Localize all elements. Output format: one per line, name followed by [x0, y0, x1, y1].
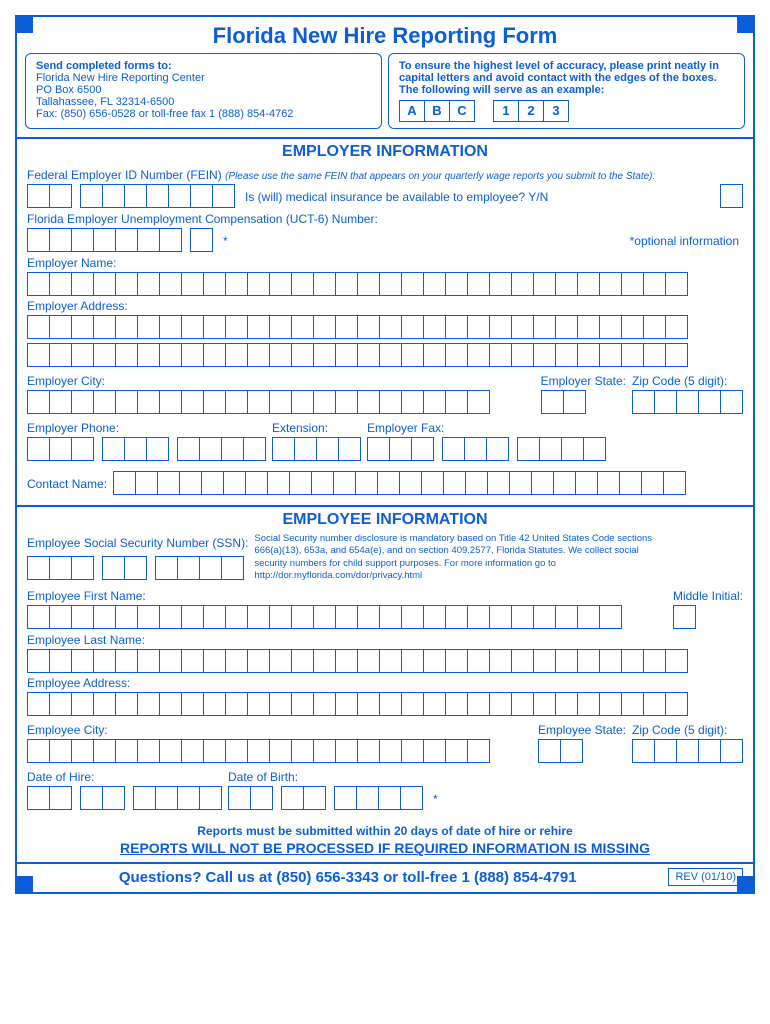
employer-address-label: Employer Address:	[27, 299, 743, 313]
form-page: Florida New Hire Reporting Form Send com…	[15, 15, 755, 894]
last-name-label: Employee Last Name:	[27, 633, 743, 647]
medical-yn-input[interactable]	[720, 184, 743, 208]
employer-state-label: Employer State:	[541, 374, 626, 388]
asterisk: *	[429, 792, 442, 810]
employer-section: EMPLOYER INFORMATION Federal Employer ID…	[17, 137, 753, 505]
extension-input[interactable]	[272, 437, 361, 461]
missing-info-warning: REPORTS WILL NOT BE PROCESSED IF REQUIRE…	[17, 838, 753, 862]
employer-zip-label: Zip Code (5 digit):	[632, 374, 743, 388]
fein-input[interactable]	[27, 184, 235, 208]
fein-note: (Please use the same FEIN that appears o…	[225, 171, 655, 182]
header-row: Send completed forms to: Florida New Hir…	[17, 53, 753, 137]
middle-initial-input[interactable]	[673, 605, 743, 629]
last-name-input[interactable]	[27, 649, 743, 673]
employer-address-input-2[interactable]	[27, 343, 743, 367]
footer-bar: Questions? Call us at (850) 656-3343 or …	[17, 862, 753, 892]
contact-name-input[interactable]	[113, 471, 686, 495]
example-cell: C	[449, 100, 475, 122]
employee-address-input[interactable]	[27, 692, 743, 716]
employee-zip-input[interactable]	[632, 739, 743, 763]
accuracy-text: To ensure the highest level of accuracy,…	[399, 60, 734, 96]
employer-name-input[interactable]	[27, 272, 743, 296]
example-cell: 1	[493, 100, 519, 122]
ssn-disclosure: Social Security number disclosure is man…	[254, 533, 654, 582]
employer-city-label: Employer City:	[27, 374, 535, 388]
example-cell: 3	[543, 100, 569, 122]
date-of-birth-label: Date of Birth:	[228, 770, 442, 784]
medical-question: Is (will) medical insurance be available…	[241, 190, 714, 208]
employee-section: EMPLOYEE INFORMATION Employee Social Sec…	[17, 505, 753, 862]
send-line: Tallahassee, FL 32314-6500	[36, 96, 371, 108]
date-of-hire-label: Date of Hire:	[27, 770, 222, 784]
corner-marker	[737, 876, 755, 894]
first-name-input[interactable]	[27, 605, 667, 629]
corner-marker	[15, 876, 33, 894]
employee-city-label: Employee City:	[27, 723, 532, 737]
submit-deadline: Reports must be submitted within 20 days…	[17, 820, 753, 838]
example-cell: 2	[518, 100, 544, 122]
employer-city-input[interactable]	[27, 390, 535, 414]
uct-input[interactable]	[27, 228, 213, 252]
send-heading: Send completed forms to:	[36, 60, 371, 72]
employer-phone-label: Employer Phone:	[27, 421, 266, 435]
send-line: Fax: (850) 656-0528 or toll-free fax 1 (…	[36, 108, 371, 120]
accuracy-box: To ensure the highest level of accuracy,…	[388, 53, 745, 129]
ssn-label: Employee Social Security Number (SSN):	[27, 536, 248, 550]
employer-address-input-1[interactable]	[27, 315, 743, 339]
asterisk: *	[219, 234, 232, 252]
employee-state-label: Employee State:	[538, 723, 626, 737]
employer-heading: EMPLOYER INFORMATION	[17, 139, 753, 163]
employer-state-input[interactable]	[541, 390, 626, 414]
employee-state-input[interactable]	[538, 739, 626, 763]
questions-text: Questions? Call us at (850) 656-3343 or …	[27, 869, 668, 886]
employer-name-label: Employer Name:	[27, 256, 743, 270]
extension-label: Extension:	[272, 421, 361, 435]
uct-label: Florida Employer Unemployment Compensati…	[27, 212, 743, 226]
date-of-birth-input[interactable]	[228, 786, 423, 810]
example-cell: A	[399, 100, 425, 122]
contact-name-label: Contact Name:	[27, 477, 107, 491]
ssn-input[interactable]	[27, 556, 248, 580]
example-boxes: A B C 1 2 3	[399, 100, 734, 122]
corner-marker	[737, 15, 755, 33]
employer-fax-input[interactable]	[367, 437, 606, 461]
employee-city-input[interactable]	[27, 739, 532, 763]
middle-initial-label: Middle Initial:	[673, 589, 743, 603]
employee-heading: EMPLOYEE INFORMATION	[17, 507, 753, 531]
first-name-label: Employee First Name:	[27, 589, 667, 603]
send-to-box: Send completed forms to: Florida New Hir…	[25, 53, 382, 129]
revision-box: REV (01/10)	[668, 868, 743, 886]
date-of-hire-input[interactable]	[27, 786, 222, 810]
send-line: PO Box 6500	[36, 84, 371, 96]
fein-label: Federal Employer ID Number (FEIN)	[27, 168, 222, 182]
optional-label: *optional information	[626, 234, 743, 252]
employee-zip-label: Zip Code (5 digit):	[632, 723, 743, 737]
employee-address-label: Employee Address:	[27, 676, 743, 690]
send-line: Florida New Hire Reporting Center	[36, 72, 371, 84]
employer-zip-input[interactable]	[632, 390, 743, 414]
page-title: Florida New Hire Reporting Form	[17, 17, 753, 53]
employer-fax-label: Employer Fax:	[367, 421, 606, 435]
example-cell: B	[424, 100, 450, 122]
corner-marker	[15, 15, 33, 33]
employer-phone-input[interactable]	[27, 437, 266, 461]
